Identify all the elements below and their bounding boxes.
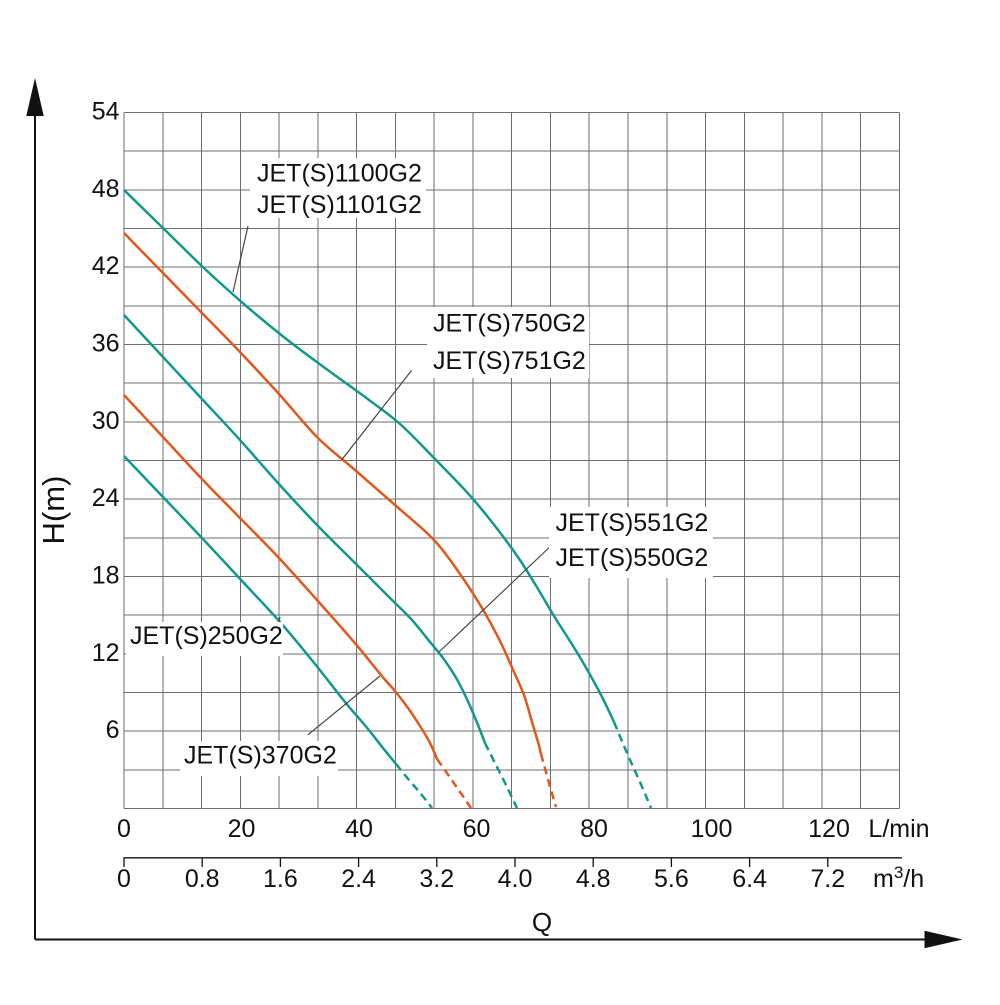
svg-text:4.8: 4.8 xyxy=(576,865,611,893)
svg-text:0: 0 xyxy=(117,865,131,893)
svg-text:20: 20 xyxy=(228,815,256,843)
svg-text:L/min: L/min xyxy=(868,815,929,843)
svg-text:JET(S)551G2: JET(S)551G2 xyxy=(556,509,709,537)
svg-text:24: 24 xyxy=(92,484,120,512)
svg-text:JET(S)751G2: JET(S)751G2 xyxy=(433,347,586,375)
svg-text:0: 0 xyxy=(117,815,131,843)
svg-text:18: 18 xyxy=(92,562,120,590)
svg-text:Q: Q xyxy=(532,907,552,937)
svg-text:6.4: 6.4 xyxy=(732,865,767,893)
svg-text:54: 54 xyxy=(92,97,120,125)
svg-text:5.6: 5.6 xyxy=(654,865,689,893)
svg-text:12: 12 xyxy=(92,639,120,667)
svg-text:JET(S)1100G2: JET(S)1100G2 xyxy=(257,160,422,188)
svg-text:JET(S)550G2: JET(S)550G2 xyxy=(556,544,709,572)
svg-text:6: 6 xyxy=(106,716,120,744)
svg-text:JET(S)250G2: JET(S)250G2 xyxy=(130,622,283,650)
svg-text:120: 120 xyxy=(808,815,850,843)
svg-text:80: 80 xyxy=(580,815,608,843)
svg-text:H(m): H(m) xyxy=(36,476,71,545)
svg-text:0.8: 0.8 xyxy=(185,865,220,893)
svg-text:JET(S)370G2: JET(S)370G2 xyxy=(184,741,337,769)
svg-text:30: 30 xyxy=(92,407,120,435)
svg-text:100: 100 xyxy=(691,815,733,843)
svg-text:42: 42 xyxy=(92,252,120,280)
svg-text:1.6: 1.6 xyxy=(263,865,298,893)
svg-text:JET(S)750G2: JET(S)750G2 xyxy=(433,310,586,338)
svg-text:3.2: 3.2 xyxy=(419,865,454,893)
svg-text:JET(S)1101G2: JET(S)1101G2 xyxy=(257,191,422,219)
svg-text:4.0: 4.0 xyxy=(498,865,533,893)
svg-text:40: 40 xyxy=(345,815,373,843)
svg-text:7.2: 7.2 xyxy=(810,865,845,893)
svg-text:48: 48 xyxy=(92,175,120,203)
svg-text:2.4: 2.4 xyxy=(341,865,376,893)
svg-text:36: 36 xyxy=(92,329,120,357)
svg-text:60: 60 xyxy=(463,815,491,843)
